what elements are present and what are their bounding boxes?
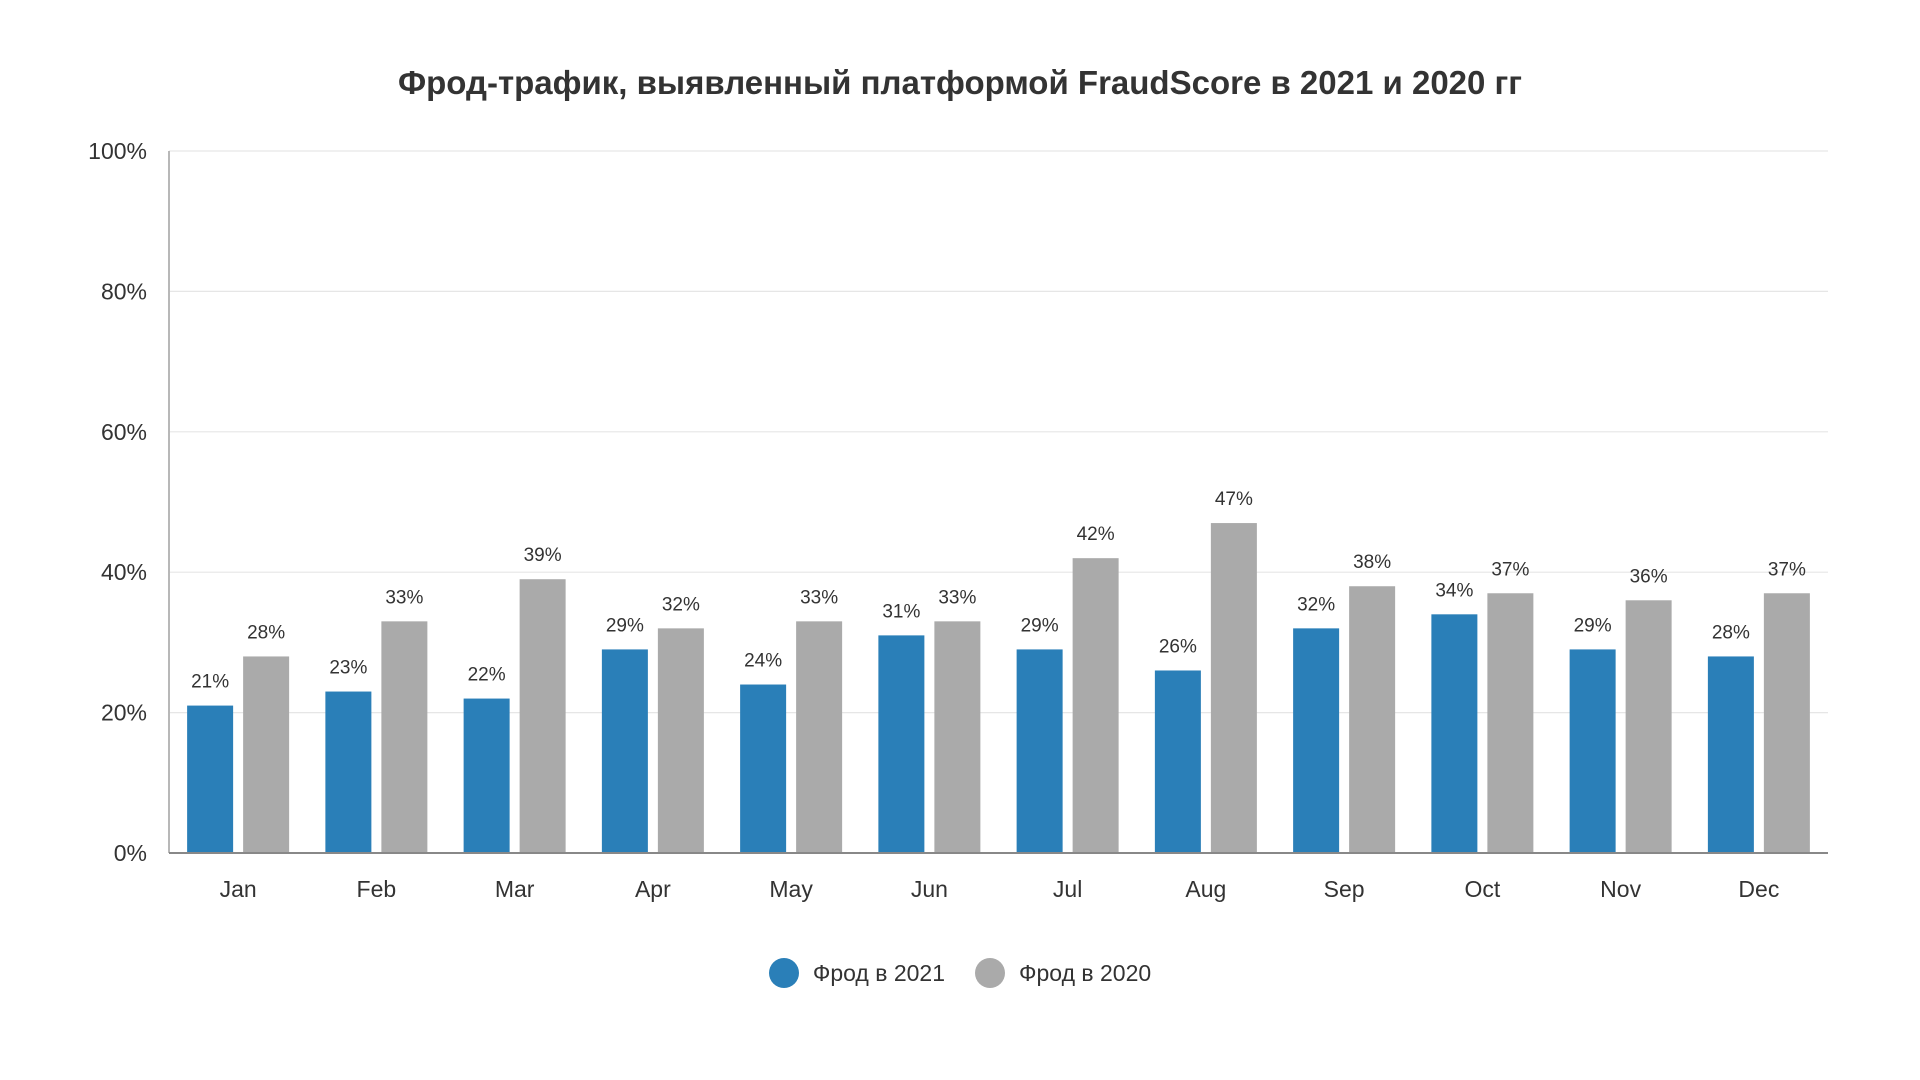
chart-title: Фрод-трафик, выявленный платформой Fraud…: [397, 64, 1523, 101]
y-tick-label: 80%: [101, 278, 147, 304]
bar-sep-2021[interactable]: [1293, 628, 1340, 853]
bar-feb-2020[interactable]: [381, 621, 428, 853]
data-label-dec-2021: 28%: [1712, 622, 1750, 643]
data-label-oct-2021: 34%: [1435, 580, 1473, 601]
x-tick-label: Nov: [1600, 876, 1641, 902]
data-label-feb-2020: 33%: [385, 587, 423, 608]
data-label-jun-2021: 31%: [882, 601, 920, 622]
data-label-may-2021: 24%: [744, 651, 782, 672]
bar-feb-2021[interactable]: [325, 691, 372, 853]
bar-sep-2020[interactable]: [1349, 586, 1396, 853]
x-tick-label: Feb: [357, 876, 397, 902]
legend-label-2020: Фрод в 2020: [1019, 959, 1152, 986]
legend-item-2020[interactable]: Фрод в 2020: [975, 958, 1151, 988]
data-label-apr-2020: 32%: [662, 594, 700, 615]
data-labels: 21% 28% 23% 33% 22% 39% 29% 32% 24% 33% 31% 33% 29% 4…: [191, 489, 1806, 693]
y-tick-label: 40%: [101, 559, 147, 585]
data-label-sep-2020: 38%: [1353, 552, 1391, 573]
data-label-aug-2021: 26%: [1159, 636, 1197, 657]
data-label-oct-2020: 37%: [1491, 559, 1529, 580]
bar-oct-2021[interactable]: [1431, 614, 1478, 853]
bar-jun-2020[interactable]: [934, 621, 981, 853]
x-tick-label: Sep: [1324, 876, 1365, 902]
bar-apr-2020[interactable]: [657, 628, 704, 853]
data-label-jan-2020: 28%: [247, 622, 285, 643]
data-label-sep-2021: 32%: [1297, 594, 1335, 615]
x-tick-label: May: [769, 876, 813, 902]
bar-jun-2021[interactable]: [878, 635, 925, 853]
bar-dec-2020[interactable]: [1763, 593, 1810, 853]
data-label-apr-2021: 29%: [606, 615, 644, 636]
bar-oct-2020[interactable]: [1487, 593, 1534, 853]
bar-jan-2021[interactable]: [187, 705, 234, 853]
data-label-dec-2020: 37%: [1768, 559, 1806, 580]
bar-nov-2021[interactable]: [1569, 649, 1616, 853]
x-tick-label: Jun: [911, 876, 948, 902]
data-label-may-2020: 33%: [800, 587, 838, 608]
legend-label-2021: Фрод в 2021: [812, 959, 945, 986]
data-label-jul-2021: 29%: [1021, 615, 1059, 636]
bar-mar-2021[interactable]: [463, 698, 510, 853]
bar-dec-2021[interactable]: [1707, 656, 1754, 853]
data-label-mar-2021: 22%: [468, 665, 506, 686]
bar-jan-2020[interactable]: [243, 656, 290, 853]
data-label-nov-2021: 29%: [1574, 615, 1612, 636]
bar-aug-2020[interactable]: [1210, 523, 1257, 853]
bar-jul-2020[interactable]: [1072, 558, 1119, 853]
x-tick-label: Aug: [1185, 876, 1226, 902]
x-tick-label: Oct: [1464, 876, 1500, 902]
bar-nov-2020[interactable]: [1625, 600, 1672, 853]
axes: [168, 151, 1828, 854]
bar-aug-2021[interactable]: [1154, 670, 1201, 853]
data-label-feb-2021: 23%: [329, 658, 367, 679]
bars: [187, 523, 1810, 853]
x-tick-label: Jul: [1053, 876, 1082, 902]
y-tick-label: 100%: [88, 138, 147, 164]
bar-may-2020[interactable]: [796, 621, 843, 853]
x-tick-label: Dec: [1738, 876, 1779, 902]
data-label-mar-2020: 39%: [524, 545, 562, 566]
y-tick-label: 60%: [101, 419, 147, 445]
bar-may-2021[interactable]: [740, 684, 787, 853]
bar-apr-2021[interactable]: [601, 649, 648, 853]
bar-mar-2020[interactable]: [519, 579, 566, 853]
y-tick-label: 20%: [101, 700, 147, 726]
legend-swatch-2021: [768, 958, 799, 988]
data-label-aug-2020: 47%: [1215, 489, 1253, 510]
data-label-nov-2020: 36%: [1630, 566, 1668, 587]
bar-jul-2021[interactable]: [1016, 649, 1063, 853]
legend-item-2021[interactable]: Фрод в 2021: [768, 958, 945, 988]
tick-labels: 0% 20% 40% 60% 80% 100% Jan Feb Mar Apr May Jun Jul A…: [88, 138, 1779, 902]
x-tick-label: Jan: [220, 876, 257, 902]
legend: Фрод в 2021 Фрод в 2020: [0, 958, 1920, 988]
y-tick-label: 0%: [114, 840, 147, 866]
data-label-jan-2021: 21%: [191, 672, 229, 693]
gridlines: [169, 150, 1828, 714]
x-tick-label: Apr: [635, 876, 671, 902]
x-tick-label: Mar: [495, 876, 535, 902]
data-label-jun-2020: 33%: [938, 587, 976, 608]
data-label-jul-2020: 42%: [1077, 524, 1115, 545]
legend-swatch-2020: [975, 958, 1005, 988]
